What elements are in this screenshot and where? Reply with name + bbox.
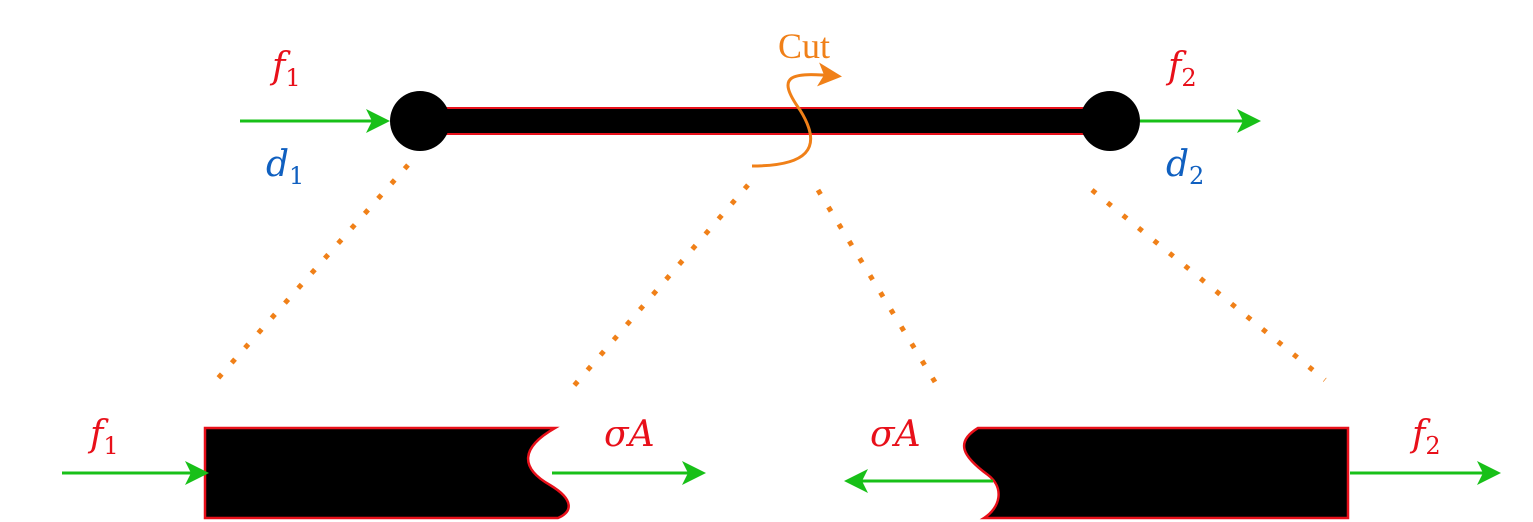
right-f2-label: f2 bbox=[1409, 414, 1441, 460]
left-f1-label: f1 bbox=[87, 414, 119, 460]
right-sigma-label: σA bbox=[870, 414, 921, 455]
node-1 bbox=[390, 91, 450, 151]
bottom-left-section: f1 σA bbox=[62, 414, 706, 520]
projection-lines bbox=[210, 163, 1327, 390]
f1-label: f1 bbox=[269, 46, 301, 92]
cut-curve bbox=[751, 62, 842, 168]
node-2 bbox=[1080, 91, 1140, 151]
d1-label: d1 bbox=[266, 144, 304, 190]
projection-line-3 bbox=[815, 188, 938, 384]
f2-label: f2 bbox=[1165, 46, 1197, 92]
projection-line-1 bbox=[210, 163, 410, 387]
top-bar bbox=[419, 107, 1111, 135]
left-section-body bbox=[203, 426, 570, 520]
right-section-body bbox=[962, 426, 1350, 520]
projection-line-2 bbox=[570, 183, 750, 390]
bottom-right-section: σA f2 bbox=[844, 414, 1501, 520]
projection-line-4 bbox=[1090, 188, 1327, 382]
d2-label: d2 bbox=[1166, 144, 1204, 190]
left-sigma-label: σA bbox=[604, 414, 655, 455]
cut-label: Cut bbox=[778, 26, 830, 66]
top-element: f1 f2 d1 d2 Cut bbox=[240, 26, 1261, 190]
